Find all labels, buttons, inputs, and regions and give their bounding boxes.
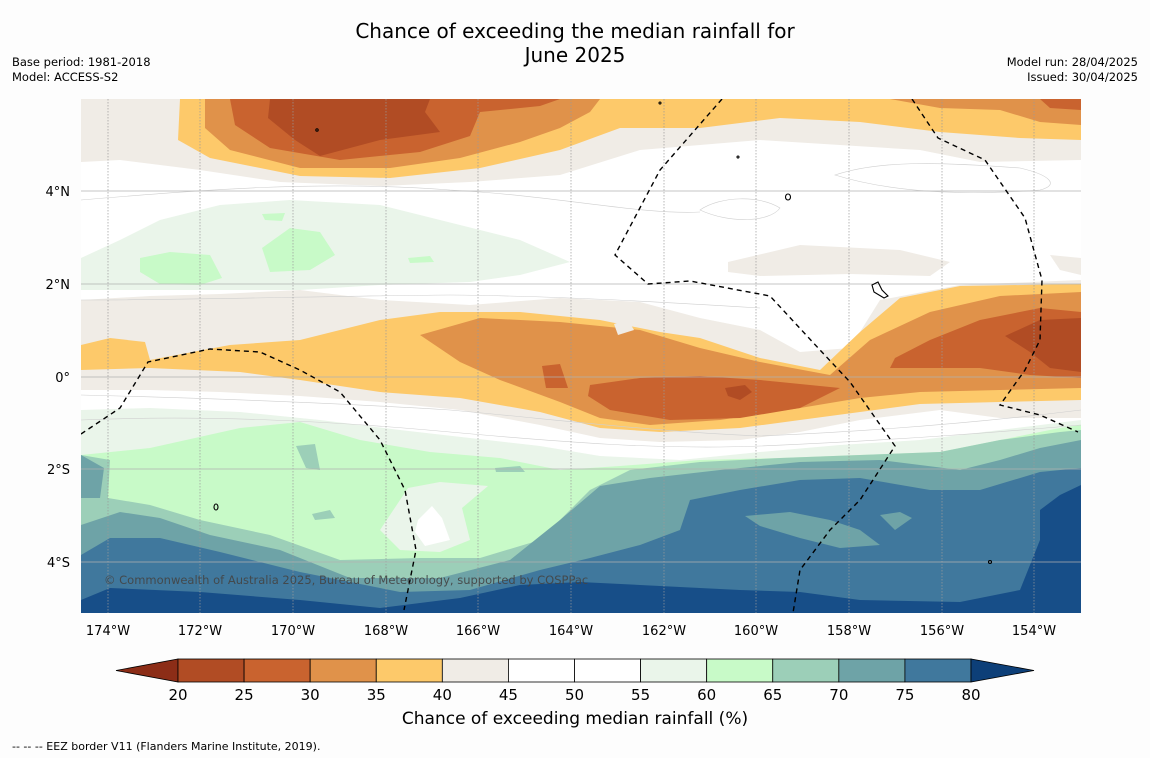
mid-beige-2	[1050, 255, 1081, 275]
north-rust	[230, 99, 1081, 160]
model-name: Model: ACCESS-S2	[12, 70, 119, 84]
colorbar-high-extension	[970, 658, 1035, 683]
south-navy	[81, 485, 1081, 613]
issued-date: Issued: 30/04/2025	[1027, 70, 1138, 84]
colorbar-segment	[243, 658, 311, 683]
colorbar: 20 25 30 35 40 45 50 55 60 65 70 75 80	[115, 658, 1035, 704]
equ-darkrust	[725, 318, 1081, 400]
contour-lines	[81, 163, 1081, 448]
colorbar-tick-label: 20	[168, 686, 187, 704]
base-period: Base period: 1981-2018	[12, 55, 151, 69]
lat-label-0: 0°	[55, 371, 70, 386]
colorbar-low-extension	[115, 658, 179, 683]
lon-label-162w: 162°W	[642, 624, 686, 639]
colorbar-tick-label: 45	[499, 686, 518, 704]
colorbar-tick-label: 75	[895, 686, 914, 704]
colorbar-segment	[838, 658, 906, 683]
copyright-text: © Commonwealth of Australia 2025, Bureau…	[104, 573, 588, 587]
colorbar-label: Chance of exceeding median rainfall (%)	[401, 709, 749, 729]
colorbar-segment	[508, 658, 575, 683]
lon-label-168w: 168°W	[364, 624, 408, 639]
north-lightgreen-3	[262, 213, 434, 263]
lon-label-164w: 164°W	[549, 624, 593, 639]
equ-beige-hole	[614, 320, 634, 335]
equ-orange	[420, 292, 1081, 425]
north-lightgreen-2	[262, 228, 335, 272]
colorbar-tick-label: 55	[631, 686, 650, 704]
south-teal-hole	[745, 512, 912, 548]
colorbar-tick-label: 30	[301, 686, 320, 704]
colorbar-segment	[177, 658, 245, 683]
lat-labels: 4°N 2°N 0° 2°S 4°S	[46, 185, 71, 571]
lon-label-170w: 170°W	[271, 624, 315, 639]
colorbar-tick-label: 25	[235, 686, 254, 704]
equ-rust	[542, 308, 1081, 420]
map-figure: © Commonwealth of Australia 2025, Bureau…	[46, 99, 1081, 704]
colorbar-tick-label: 80	[961, 686, 980, 704]
colorbar-segment	[772, 658, 840, 683]
south-white-island	[415, 506, 450, 546]
rainfall-probability-field: © Commonwealth of Australia 2025, Bureau…	[81, 99, 1081, 613]
north-lightgreen-1	[140, 252, 222, 285]
meta-right: Model run: 28/04/2025 Issued: 30/04/2025	[1007, 55, 1138, 85]
colorbar-tick-label: 65	[763, 686, 782, 704]
colorbar-tick-label: 40	[433, 686, 452, 704]
colorbar-tick-label: 60	[697, 686, 716, 704]
colorbar-tick-label: 70	[829, 686, 848, 704]
lat-label-2n: 2°N	[46, 278, 71, 293]
lon-label-156w: 156°W	[920, 624, 964, 639]
title-line-1: Chance of exceeding the median rainfall …	[355, 19, 795, 43]
lon-labels: 174°W 172°W 170°W 168°W 166°W 164°W 162°…	[86, 624, 1056, 639]
lat-label-4s: 4°S	[47, 556, 70, 571]
model-run: Model run: 28/04/2025	[1006, 55, 1138, 69]
colorbar-segment	[904, 658, 972, 683]
meta-left: Base period: 1981-2018 Model: ACCESS-S2	[12, 55, 151, 85]
lon-label-174w: 174°W	[86, 624, 130, 639]
eez-legend-note: -- -- -- EEZ border V11 (Flanders Marine…	[12, 740, 321, 753]
south-blue	[81, 468, 1081, 613]
colorbar-tick-label: 50	[565, 686, 584, 704]
north-darkrust	[268, 99, 440, 156]
lon-label-154w: 154°W	[1012, 624, 1056, 639]
lon-label-158w: 158°W	[827, 624, 871, 639]
lon-label-166w: 166°W	[456, 624, 500, 639]
map-title: Chance of exceeding the median rainfall …	[0, 19, 1150, 67]
eez-border	[81, 99, 1079, 613]
islands	[213, 101, 993, 565]
lat-label-2s: 2°S	[47, 463, 70, 478]
colorbar-segment	[441, 658, 509, 683]
colorbar-segment	[640, 658, 708, 683]
parallel-lines	[81, 190, 1081, 563]
lon-label-172w: 172°W	[178, 624, 222, 639]
colorbar-segment	[574, 658, 641, 683]
colorbar-segment	[706, 658, 774, 683]
mid-beige-1	[728, 245, 950, 276]
colorbar-tick-label: 35	[367, 686, 386, 704]
colorbar-segment	[375, 658, 443, 683]
colorbar-segment	[309, 658, 377, 683]
title-line-2: June 2025	[524, 43, 626, 67]
lat-label-4n: 4°N	[46, 185, 71, 200]
lon-label-160w: 160°W	[734, 624, 778, 639]
